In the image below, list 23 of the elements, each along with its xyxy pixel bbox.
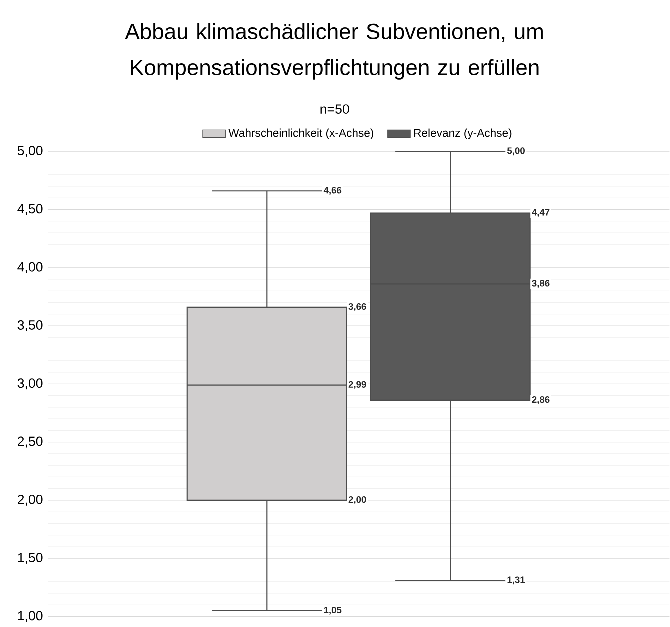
annotation: 3,66 xyxy=(348,304,366,312)
annotation: 2,99 xyxy=(348,381,366,390)
y-tick-label: 4,00 xyxy=(18,262,43,274)
chart-title: Abbau klimaschädlicher Subventionen, um Kompensationsverpflichtungen zu erfüllen xyxy=(125,23,543,80)
y-tick-label: 1,50 xyxy=(18,553,43,564)
annotation: 4,66 xyxy=(324,187,342,196)
y-tick-label: 2,50 xyxy=(18,436,43,448)
y-tick-label: 3,00 xyxy=(18,378,43,390)
y-tick-label: 3,50 xyxy=(18,320,43,332)
annotation: 4,47 xyxy=(532,209,550,218)
legend-label: Wahrscheinlichkeit (x-Achse) xyxy=(228,128,374,140)
annotation: 2,00 xyxy=(348,496,366,505)
y-tick-label: 5,00 xyxy=(18,146,43,158)
annotation: 2,86 xyxy=(532,396,550,405)
legend-label: Relevanz (y-Achse) xyxy=(414,128,512,140)
y-tick-label: 4,50 xyxy=(18,204,43,216)
annotation: 5,00 xyxy=(507,148,525,156)
annotation: 1,05 xyxy=(324,607,342,616)
y-tick-label: 2,00 xyxy=(18,495,43,506)
annotation: 1,31 xyxy=(508,576,526,585)
chart-subtitle: n=50 xyxy=(320,104,350,114)
annotation: 3,86 xyxy=(532,280,550,288)
y-tick-label: 1,00 xyxy=(18,611,43,622)
